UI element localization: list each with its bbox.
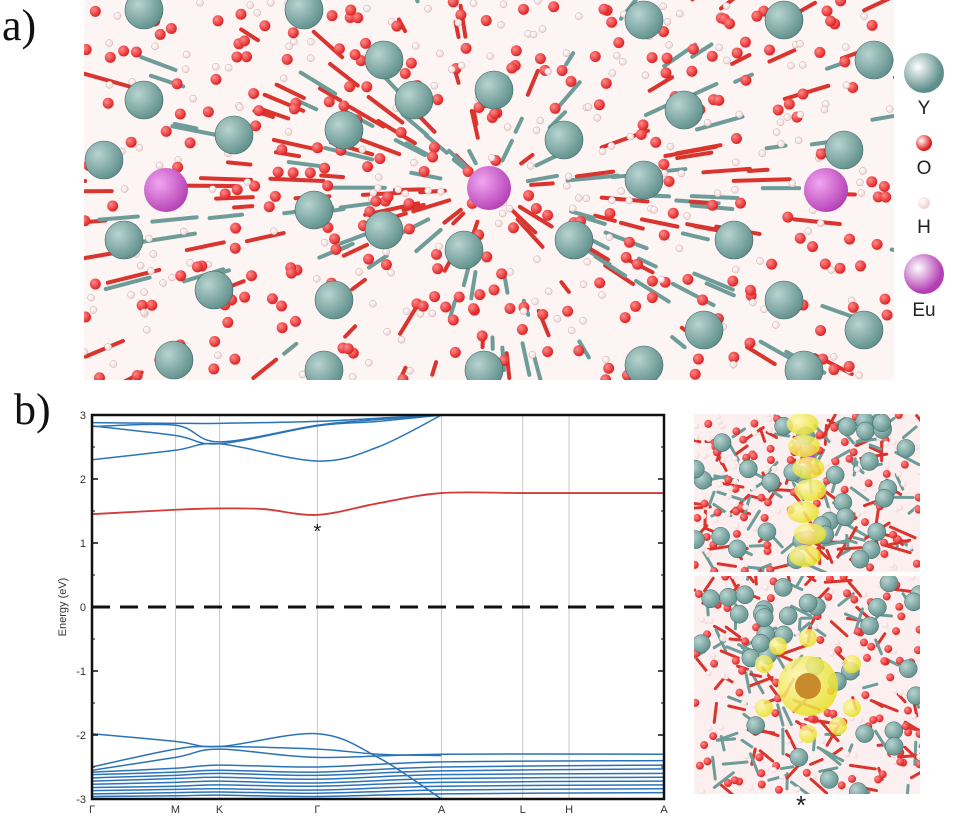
- k-point-label: L: [520, 804, 526, 816]
- y-tick-label: 3: [80, 410, 86, 422]
- charge-density-side-view: [694, 414, 920, 572]
- legend-label-o: O: [894, 158, 954, 180]
- legend-atom-h: [918, 197, 930, 209]
- y-tick-label: 2: [80, 474, 86, 486]
- y-tick-label: -1: [76, 666, 86, 678]
- k-point-label: Γ: [314, 804, 320, 816]
- legend-atom-y: [904, 53, 944, 93]
- y-axis-label: Energy (eV): [57, 578, 69, 637]
- charge-density-core: [795, 673, 821, 699]
- band-conduction-4: [92, 415, 441, 442]
- k-point-label: A: [438, 804, 446, 816]
- y-tick-label: 1: [80, 538, 86, 550]
- legend-atom-o: [916, 135, 932, 151]
- k-point-label: M: [171, 804, 180, 816]
- k-point-label: Γ: [89, 804, 95, 816]
- atom-legend: Y O H Eu: [894, 40, 954, 340]
- marked-state-asterisk: *: [313, 521, 321, 543]
- band-defect-band: [92, 492, 664, 515]
- k-point-label: H: [565, 804, 573, 816]
- legend-atom-eu: [904, 254, 944, 294]
- k-point-label: K: [216, 804, 224, 816]
- band-valence-top-3: [92, 749, 664, 770]
- legend-label-h: H: [894, 217, 954, 239]
- charge-density-top-view: [694, 576, 920, 794]
- y-tick-label: -3: [76, 794, 86, 806]
- crystal-structure-image: [84, 0, 894, 380]
- y-tick-label: 0: [80, 602, 86, 614]
- panel-a-label: a): [2, 4, 36, 48]
- inset-marker: *: [796, 790, 806, 821]
- legend-label-eu: Eu: [894, 300, 954, 322]
- legend-label-y: Y: [894, 98, 954, 120]
- k-point-label: A: [660, 804, 668, 816]
- y-tick-label: -2: [76, 730, 86, 742]
